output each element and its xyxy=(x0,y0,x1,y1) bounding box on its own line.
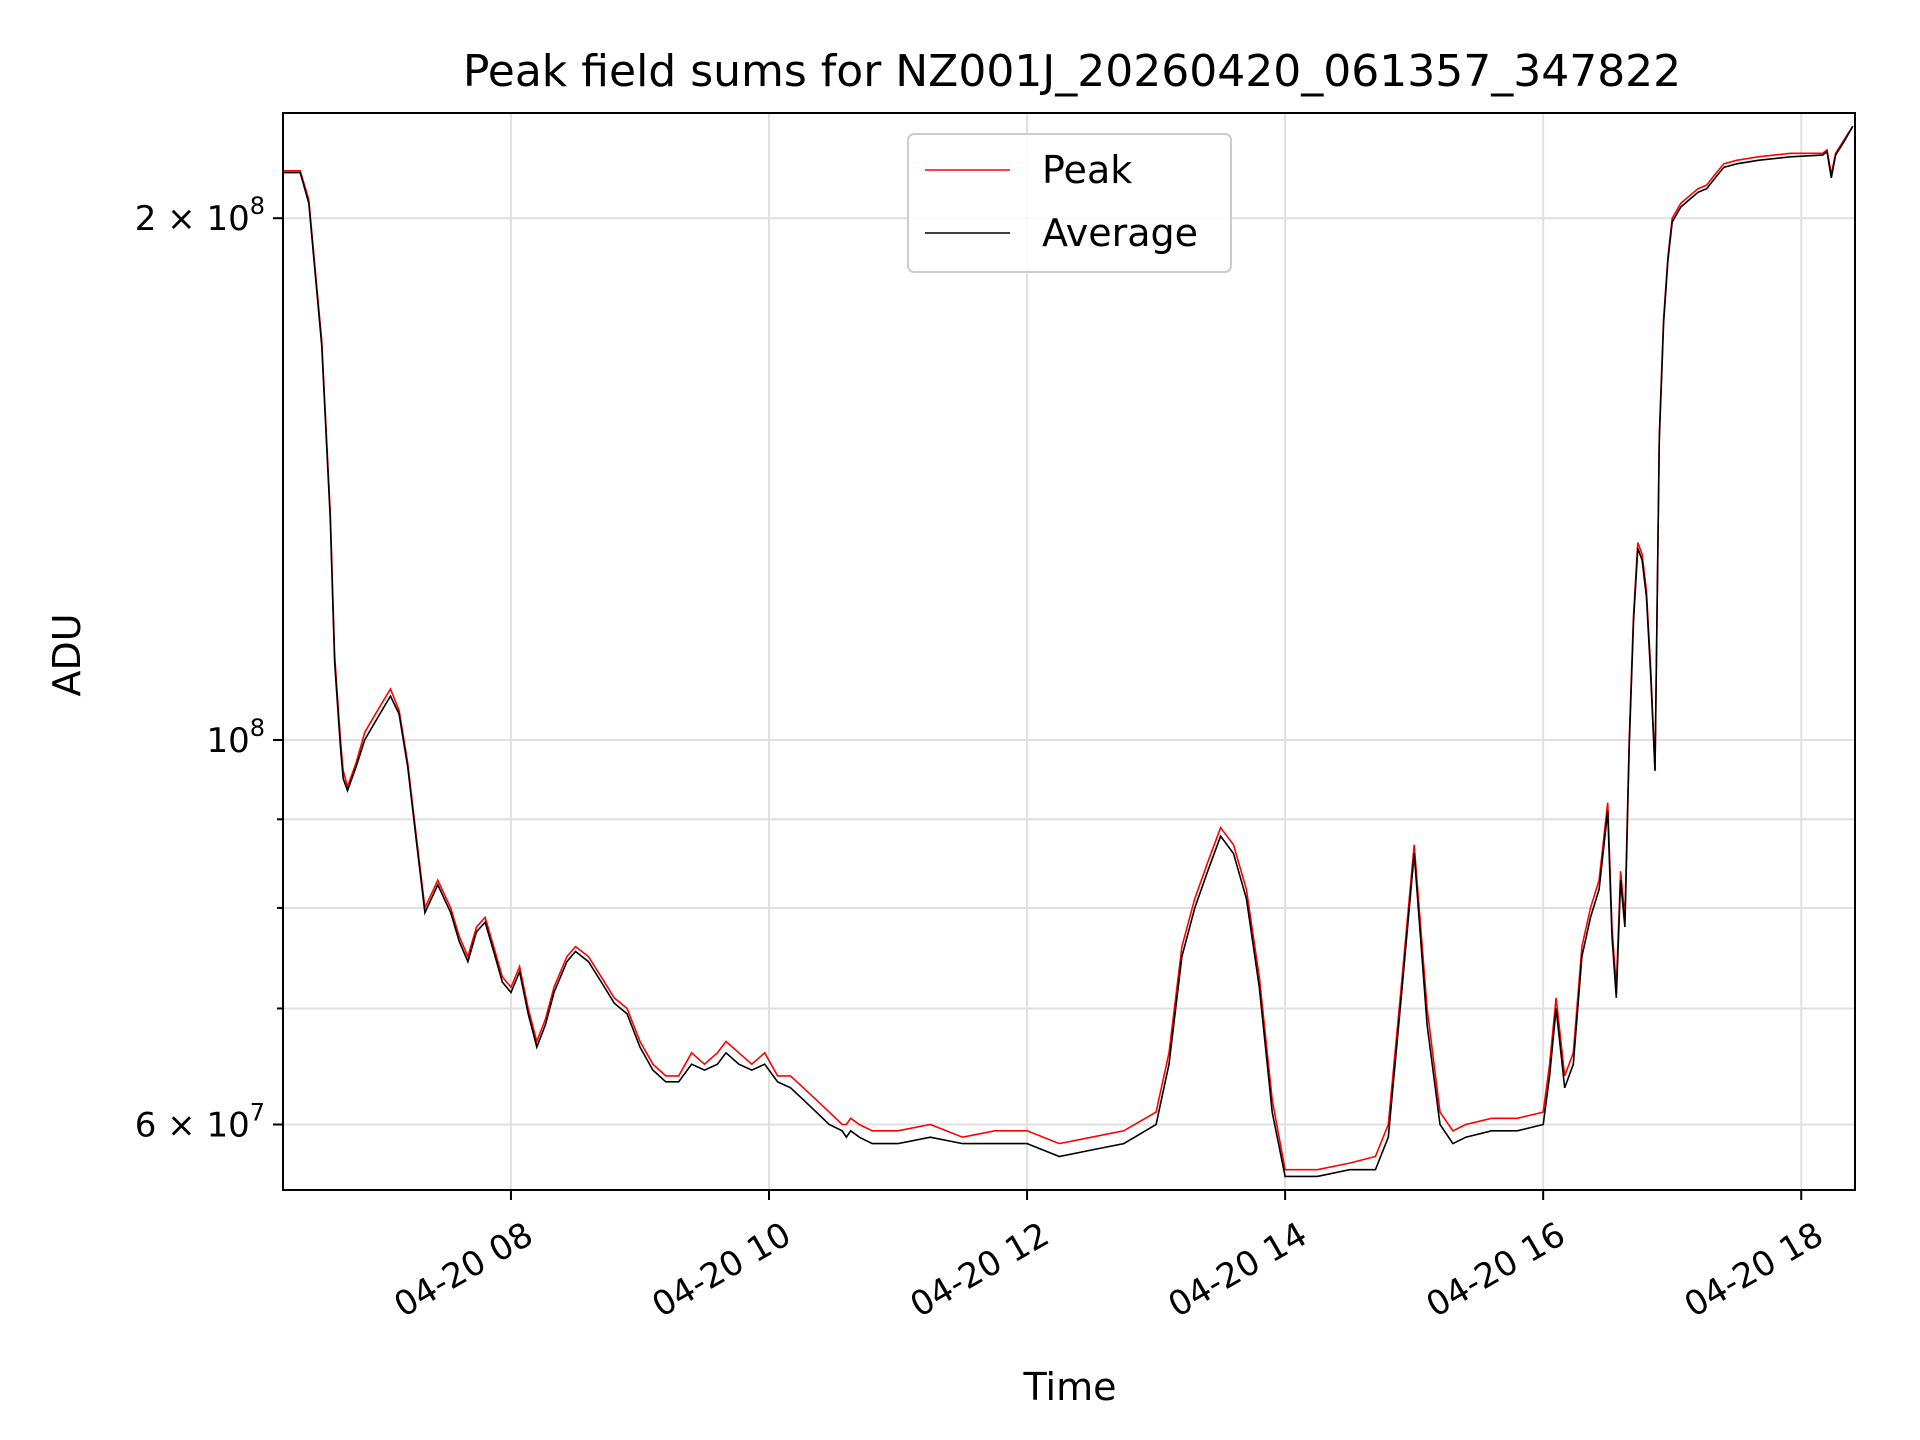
y-tick-label: 2 × 108 xyxy=(135,192,265,239)
chart-title: Peak field sums for NZ001J_20260420_0613… xyxy=(463,46,1681,97)
grid xyxy=(283,113,1855,1190)
y-axis-label: ADU xyxy=(45,613,89,696)
plot-area xyxy=(282,112,1856,1191)
y-tick-label: 6 × 107 xyxy=(135,1099,265,1146)
legend-label-average: Average xyxy=(1042,211,1198,255)
x-axis-label: Time xyxy=(1023,1365,1117,1409)
y-tick-label: 108 xyxy=(206,714,265,761)
legend-box xyxy=(907,133,1232,273)
legend-label-peak: Peak xyxy=(1042,148,1132,192)
plot-frame xyxy=(282,112,1856,1191)
series-layer xyxy=(283,125,1854,1178)
y-axis: 2 × 108 108 6 × 107 xyxy=(135,192,283,1146)
series-line-average xyxy=(283,125,1854,1178)
legend: Peak Average xyxy=(907,133,1232,273)
